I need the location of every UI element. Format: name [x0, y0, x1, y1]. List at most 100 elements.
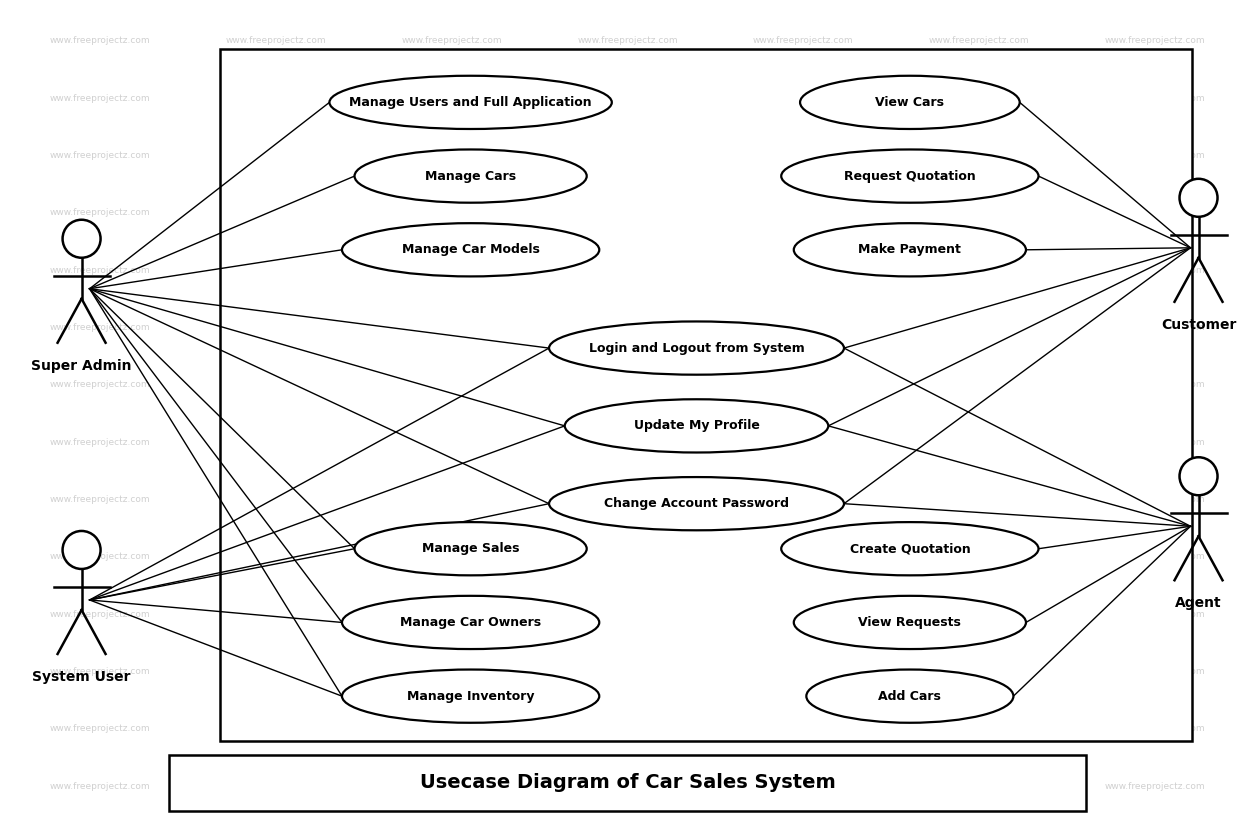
- Text: www.freeprojectz.com: www.freeprojectz.com: [753, 438, 853, 446]
- Ellipse shape: [781, 523, 1039, 575]
- Ellipse shape: [343, 223, 600, 276]
- Text: www.freeprojectz.com: www.freeprojectz.com: [929, 94, 1029, 102]
- Ellipse shape: [329, 75, 612, 129]
- Text: www.freeprojectz.com: www.freeprojectz.com: [226, 610, 326, 618]
- Ellipse shape: [550, 321, 845, 375]
- Text: Add Cars: Add Cars: [878, 690, 941, 703]
- Text: www.freeprojectz.com: www.freeprojectz.com: [1104, 152, 1205, 160]
- Text: www.freeprojectz.com: www.freeprojectz.com: [577, 381, 678, 389]
- Text: www.freeprojectz.com: www.freeprojectz.com: [1104, 266, 1205, 274]
- Text: www.freeprojectz.com: www.freeprojectz.com: [226, 152, 326, 160]
- Text: Manage Car Models: Manage Car Models: [402, 243, 540, 256]
- Text: Change Account Password: Change Account Password: [604, 497, 789, 510]
- Text: www.freeprojectz.com: www.freeprojectz.com: [577, 152, 678, 160]
- Circle shape: [1180, 179, 1217, 217]
- Text: www.freeprojectz.com: www.freeprojectz.com: [753, 553, 853, 561]
- Text: Request Quotation: Request Quotation: [845, 170, 975, 183]
- Text: www.freeprojectz.com: www.freeprojectz.com: [402, 381, 502, 389]
- Text: www.freeprojectz.com: www.freeprojectz.com: [226, 266, 326, 274]
- FancyBboxPatch shape: [169, 755, 1086, 811]
- Text: www.freeprojectz.com: www.freeprojectz.com: [929, 37, 1029, 45]
- Text: www.freeprojectz.com: www.freeprojectz.com: [402, 495, 502, 504]
- Text: Manage Sales: Manage Sales: [422, 542, 520, 555]
- Text: Login and Logout from System: Login and Logout from System: [589, 342, 804, 355]
- Ellipse shape: [794, 596, 1027, 649]
- Text: www.freeprojectz.com: www.freeprojectz.com: [402, 209, 502, 217]
- Text: www.freeprojectz.com: www.freeprojectz.com: [402, 94, 502, 102]
- Text: Manage Cars: Manage Cars: [425, 170, 516, 183]
- Text: www.freeprojectz.com: www.freeprojectz.com: [753, 324, 853, 332]
- Text: www.freeprojectz.com: www.freeprojectz.com: [50, 725, 151, 733]
- Text: www.freeprojectz.com: www.freeprojectz.com: [929, 725, 1029, 733]
- Text: www.freeprojectz.com: www.freeprojectz.com: [50, 266, 151, 274]
- Text: www.freeprojectz.com: www.freeprojectz.com: [753, 381, 853, 389]
- Text: www.freeprojectz.com: www.freeprojectz.com: [1104, 94, 1205, 102]
- Text: Super Admin: Super Admin: [31, 359, 132, 373]
- Text: www.freeprojectz.com: www.freeprojectz.com: [929, 667, 1029, 676]
- Text: www.freeprojectz.com: www.freeprojectz.com: [50, 667, 151, 676]
- Ellipse shape: [781, 149, 1039, 202]
- Text: www.freeprojectz.com: www.freeprojectz.com: [1104, 438, 1205, 446]
- Text: www.freeprojectz.com: www.freeprojectz.com: [50, 381, 151, 389]
- Ellipse shape: [801, 75, 1020, 129]
- Ellipse shape: [565, 399, 828, 452]
- Text: www.freeprojectz.com: www.freeprojectz.com: [50, 782, 151, 790]
- Text: www.freeprojectz.com: www.freeprojectz.com: [226, 381, 326, 389]
- Text: www.freeprojectz.com: www.freeprojectz.com: [50, 209, 151, 217]
- Text: www.freeprojectz.com: www.freeprojectz.com: [226, 495, 326, 504]
- Text: www.freeprojectz.com: www.freeprojectz.com: [1104, 495, 1205, 504]
- Text: www.freeprojectz.com: www.freeprojectz.com: [577, 266, 678, 274]
- Text: www.freeprojectz.com: www.freeprojectz.com: [50, 610, 151, 618]
- Text: www.freeprojectz.com: www.freeprojectz.com: [929, 266, 1029, 274]
- Text: www.freeprojectz.com: www.freeprojectz.com: [1104, 37, 1205, 45]
- Text: www.freeprojectz.com: www.freeprojectz.com: [402, 152, 502, 160]
- Text: www.freeprojectz.com: www.freeprojectz.com: [50, 37, 151, 45]
- Text: Manage Car Owners: Manage Car Owners: [400, 616, 541, 629]
- Text: www.freeprojectz.com: www.freeprojectz.com: [402, 725, 502, 733]
- Text: www.freeprojectz.com: www.freeprojectz.com: [753, 152, 853, 160]
- Text: www.freeprojectz.com: www.freeprojectz.com: [577, 610, 678, 618]
- Ellipse shape: [355, 523, 587, 575]
- Text: www.freeprojectz.com: www.freeprojectz.com: [1104, 610, 1205, 618]
- Text: www.freeprojectz.com: www.freeprojectz.com: [226, 667, 326, 676]
- Text: www.freeprojectz.com: www.freeprojectz.com: [577, 438, 678, 446]
- Text: www.freeprojectz.com: www.freeprojectz.com: [226, 725, 326, 733]
- Text: View Requests: View Requests: [858, 616, 961, 629]
- Text: www.freeprojectz.com: www.freeprojectz.com: [753, 209, 853, 217]
- Text: www.freeprojectz.com: www.freeprojectz.com: [929, 553, 1029, 561]
- Text: www.freeprojectz.com: www.freeprojectz.com: [50, 438, 151, 446]
- Text: www.freeprojectz.com: www.freeprojectz.com: [577, 667, 678, 676]
- Text: www.freeprojectz.com: www.freeprojectz.com: [929, 209, 1029, 217]
- Text: www.freeprojectz.com: www.freeprojectz.com: [402, 553, 502, 561]
- Text: www.freeprojectz.com: www.freeprojectz.com: [753, 37, 853, 45]
- Text: www.freeprojectz.com: www.freeprojectz.com: [226, 324, 326, 332]
- Text: www.freeprojectz.com: www.freeprojectz.com: [50, 553, 151, 561]
- Text: Customer: Customer: [1161, 318, 1236, 332]
- Text: www.freeprojectz.com: www.freeprojectz.com: [50, 94, 151, 102]
- Text: www.freeprojectz.com: www.freeprojectz.com: [753, 266, 853, 274]
- Text: www.freeprojectz.com: www.freeprojectz.com: [226, 553, 326, 561]
- Text: www.freeprojectz.com: www.freeprojectz.com: [226, 37, 326, 45]
- Ellipse shape: [550, 477, 845, 531]
- Text: www.freeprojectz.com: www.freeprojectz.com: [402, 266, 502, 274]
- Text: www.freeprojectz.com: www.freeprojectz.com: [226, 94, 326, 102]
- Ellipse shape: [343, 670, 600, 722]
- Text: www.freeprojectz.com: www.freeprojectz.com: [577, 725, 678, 733]
- Text: www.freeprojectz.com: www.freeprojectz.com: [226, 438, 326, 446]
- Text: Make Payment: Make Payment: [858, 243, 961, 256]
- Text: www.freeprojectz.com: www.freeprojectz.com: [577, 37, 678, 45]
- Text: www.freeprojectz.com: www.freeprojectz.com: [929, 152, 1029, 160]
- FancyBboxPatch shape: [220, 49, 1192, 741]
- Text: www.freeprojectz.com: www.freeprojectz.com: [402, 37, 502, 45]
- Text: www.freeprojectz.com: www.freeprojectz.com: [753, 495, 853, 504]
- Ellipse shape: [343, 596, 600, 649]
- Text: Usecase Diagram of Car Sales System: Usecase Diagram of Car Sales System: [419, 773, 836, 793]
- Text: www.freeprojectz.com: www.freeprojectz.com: [929, 782, 1029, 790]
- Text: www.freeprojectz.com: www.freeprojectz.com: [753, 610, 853, 618]
- Text: www.freeprojectz.com: www.freeprojectz.com: [753, 782, 853, 790]
- Circle shape: [1180, 457, 1217, 495]
- Ellipse shape: [794, 223, 1027, 276]
- Text: Agent: Agent: [1175, 596, 1222, 610]
- Text: www.freeprojectz.com: www.freeprojectz.com: [577, 495, 678, 504]
- Text: View Cars: View Cars: [876, 96, 944, 109]
